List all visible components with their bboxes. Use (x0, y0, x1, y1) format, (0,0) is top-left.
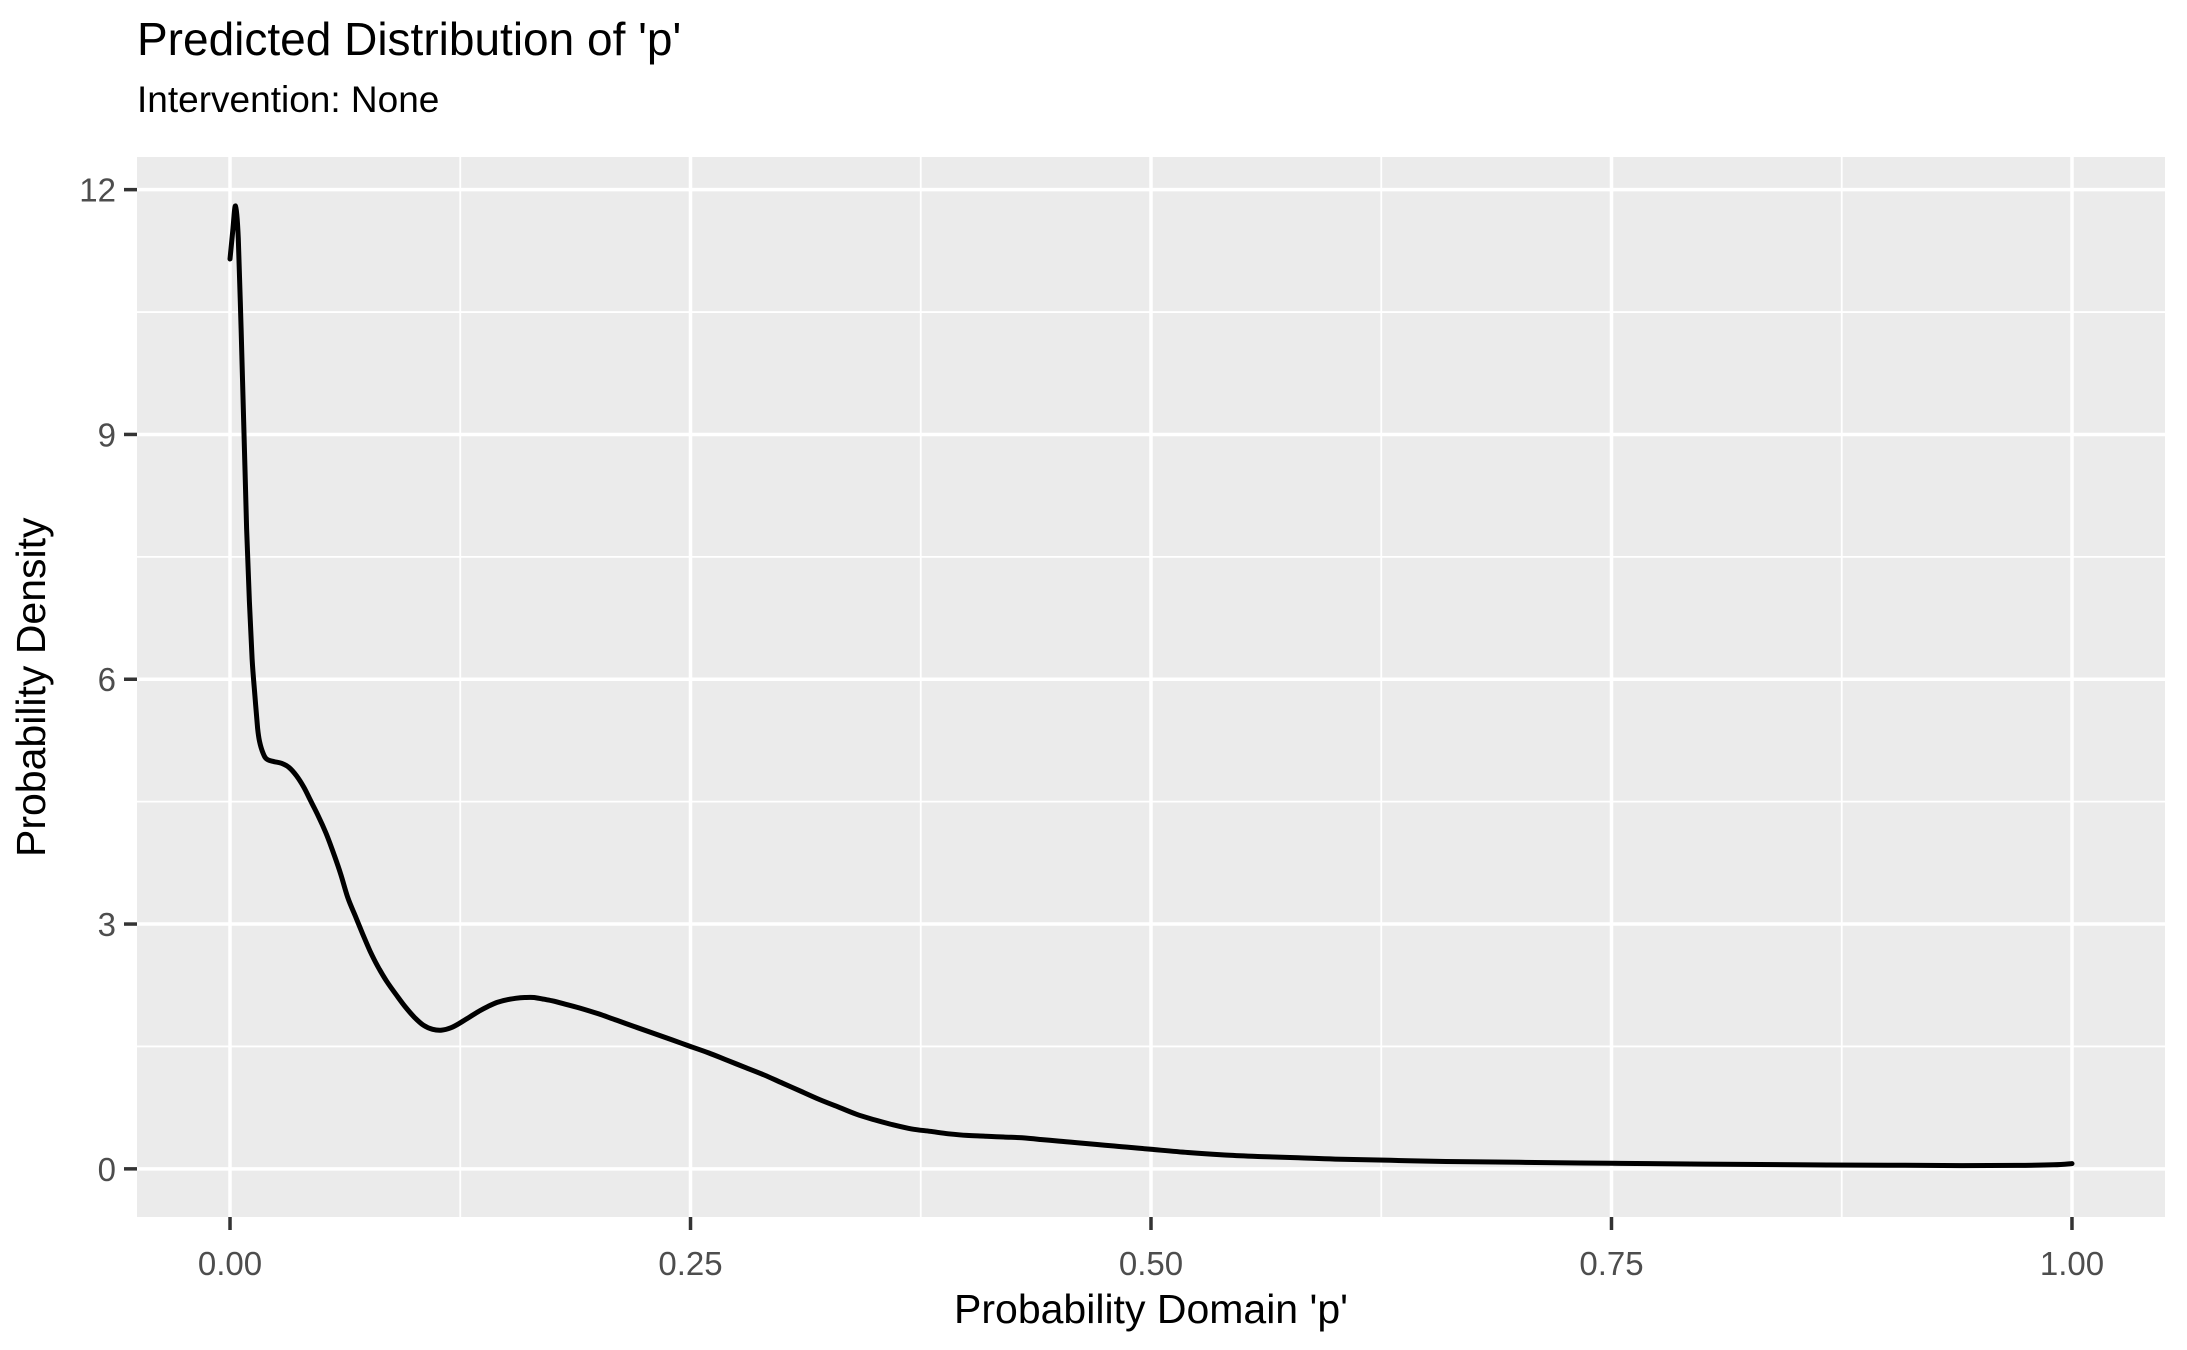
x-tick-label: 0.00 (198, 1245, 262, 1282)
y-axis-title: Probability Density (8, 517, 54, 857)
x-tick-label: 0.50 (1119, 1245, 1183, 1282)
y-tick-label: 6 (98, 661, 116, 698)
x-axis-title: Probability Domain 'p' (954, 1286, 1348, 1332)
grid-major (137, 157, 2165, 1217)
axis-ticks (124, 187, 2074, 1230)
plot-subtitle: Intervention: None (137, 79, 440, 120)
y-tick-label: 12 (79, 172, 116, 209)
x-tick-label: 0.75 (1579, 1245, 1643, 1282)
x-tick-label: 1.00 (2040, 1245, 2104, 1282)
y-tick-label: 0 (98, 1151, 116, 1188)
density-curve (227, 203, 2075, 1169)
x-tick-label: 0.25 (658, 1245, 722, 1282)
y-tick-label: 3 (98, 906, 116, 943)
plot-title: Predicted Distribution of 'p' (137, 13, 682, 65)
y-tick-label: 9 (98, 416, 116, 453)
tick-labels: 0.00 0.25 0.50 0.75 1.00 0 3 6 9 12 (79, 172, 2104, 1282)
